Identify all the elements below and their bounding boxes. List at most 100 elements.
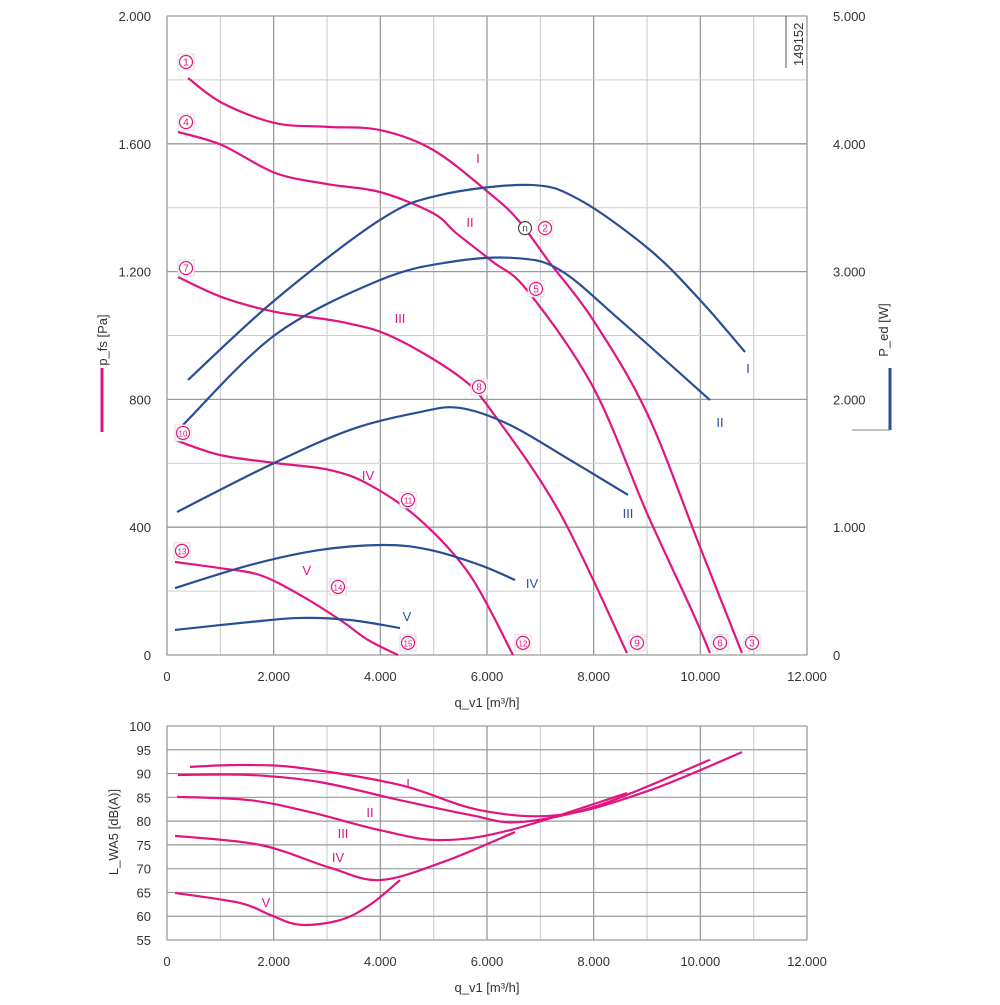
id-label: 149152 [791,23,806,66]
operating-point-circle [175,425,191,441]
main-y2-tick: 2.000 [833,392,866,407]
operating-point-label: 15 [404,639,413,648]
pressure-curve-V [174,560,399,656]
lower-x-tick: 6.000 [471,954,504,969]
power-curve-label: IV [526,576,539,591]
nominal-point-label: n [522,224,528,235]
operating-point-circle [537,221,553,236]
operating-point-label: 4 [183,118,189,129]
lower-x-tick: 10.000 [680,954,720,969]
operating-point-label: 14 [334,583,343,592]
operating-point-label: 10 [179,429,188,438]
pressure-curve-label: I [476,151,480,166]
lower-x-tick: 8.000 [577,954,610,969]
main-x-tick: 6.000 [471,669,504,684]
pressure-curve-IV [174,438,514,656]
lower-y-tick: 100 [129,719,151,734]
sound-curve-III [176,792,628,842]
main-x-axis-label: q_v1 [m³/h] [454,695,519,710]
operating-point-label: 13 [178,547,187,556]
lower-y-tick: 85 [137,790,151,805]
power-curve-II [182,256,711,426]
lower-y-tick: 65 [137,885,151,900]
operating-point-label: 6 [717,638,723,649]
main-x-tick: 4.000 [364,669,397,684]
main-x-tick: 0 [163,669,170,684]
main-plot-frame [166,15,808,656]
operating-point-label: 3 [749,638,755,649]
main-y2-tick: 3.000 [833,265,866,280]
operating-point-label: 1 [183,58,189,69]
sound-curve-label: V [262,895,271,910]
sound-curve-V [174,879,401,927]
pressure-curve-label: II [466,215,473,230]
main-y2-tick: 1.000 [833,520,866,535]
main-x-tick: 10.000 [680,669,720,684]
main-y-tick: 0 [144,648,151,663]
sound-curve-I [189,751,743,818]
pressure-curve-label: IV [362,468,375,483]
operating-point-circle [629,635,645,650]
sound-curve-IV [174,831,516,882]
operating-point-circle [471,379,487,395]
operating-point-circle [400,492,416,508]
main-y2-tick: 4.000 [833,137,866,152]
power-curve-I [187,183,746,381]
main-y2-tick: 0 [833,648,840,663]
nominal-point-circle [517,221,533,236]
main-x-tick: 12.000 [787,669,827,684]
main-y-tick: 1.600 [118,137,151,152]
lower-y-tick: 95 [137,743,151,758]
operating-point-label: 12 [519,639,528,648]
pressure-curve-label: III [395,311,406,326]
sound-curve-label: II [366,805,373,820]
power-curve-III [176,406,629,513]
operating-point-circle [528,281,544,296]
lower-y-tick: 80 [137,814,151,829]
pressure-curve-III [177,276,628,654]
power-curve-label: II [716,415,723,430]
operating-point-label: 9 [634,638,640,649]
lower-y-axis-label: L_WA5 [dB(A)] [106,789,121,875]
operating-point-circle [178,114,194,130]
lower-x-tick: 4.000 [364,954,397,969]
power-curve-IV [174,543,516,590]
lower-x-axis-label: q_v1 [m³/h] [454,980,519,995]
operating-point-label: 11 [404,497,413,506]
sound-curve-II [177,758,711,824]
power-curve-label: III [623,506,634,521]
power-curve-label: I [746,361,750,376]
operating-point-label: 7 [183,264,189,275]
main-y-tick: 2.000 [118,9,151,24]
main-y-tick: 400 [129,520,151,535]
pressure-curve-I [187,77,744,654]
pressure-curve-label: V [302,563,311,578]
lower-y-tick: 75 [137,838,151,853]
sound-curve-label: I [406,776,410,791]
lower-y-tick: 55 [137,933,151,948]
main-y2-axis-label: P_ed [W] [876,303,891,356]
main-x-tick: 8.000 [577,669,610,684]
lower-x-tick: 0 [163,954,170,969]
operating-point-circle [178,260,194,276]
main-x-tick: 2.000 [257,669,290,684]
operating-point-label: 2 [542,224,548,235]
operating-point-circle [178,54,194,70]
pressure-curve-II [177,130,711,654]
lower-x-tick: 2.000 [257,954,290,969]
lower-y-tick: 70 [137,862,151,877]
sound-curve-label: III [338,826,349,841]
lower-y-tick: 90 [137,767,151,782]
lower-x-tick: 12.000 [787,954,827,969]
operating-point-label: 8 [476,382,482,393]
main-y-tick: 800 [129,392,151,407]
operating-point-circle [515,635,531,650]
lower-y-tick: 60 [137,909,151,924]
sound-curve-label: IV [332,850,345,865]
main-y2-tick: 5.000 [833,9,866,24]
operating-point-circle [712,635,728,650]
main-y-tick: 1.200 [118,265,151,280]
operating-point-label: 5 [533,284,539,295]
power-curve-label: V [403,609,412,624]
